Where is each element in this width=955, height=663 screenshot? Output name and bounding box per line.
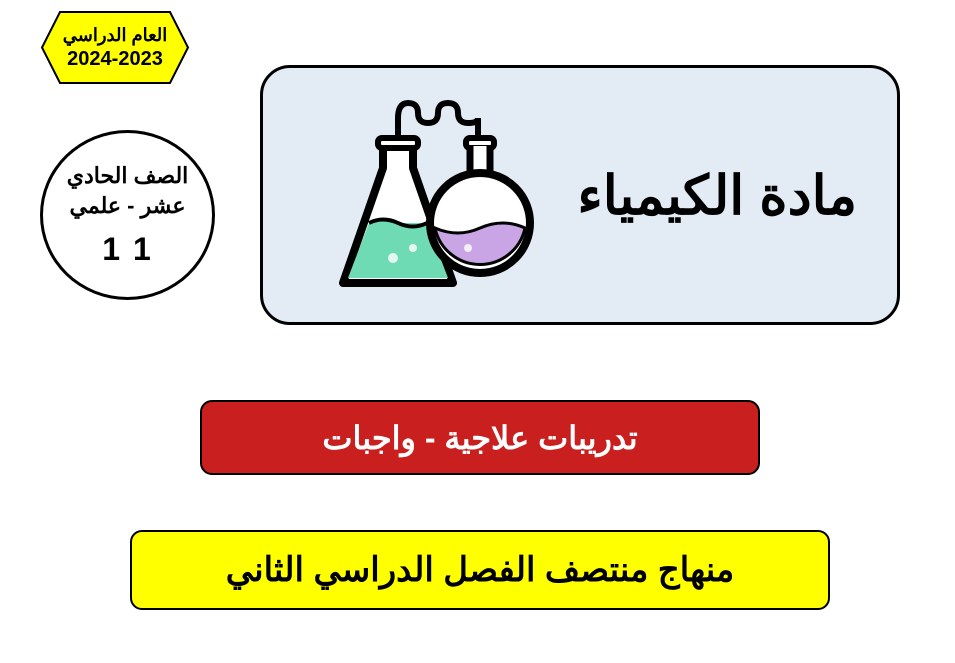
grade-line2: عشر - علمي — [70, 193, 186, 219]
subject-title: مادة الكيمياء — [577, 164, 857, 227]
red-banner: تدريبات علاجية - واجبات — [200, 400, 760, 475]
year-badge: العام الدراسي 2024-2023 — [40, 10, 190, 85]
red-banner-text: تدريبات علاجية - واجبات — [322, 419, 637, 457]
subject-panel: مادة الكيمياء — [260, 65, 900, 325]
grade-number: 1 1 — [102, 231, 152, 268]
grade-ellipse: الصف الحادي عشر - علمي 1 1 — [40, 130, 215, 300]
yellow-banner-text: منهاج منتصف الفصل الدراسي الثاني — [226, 550, 734, 590]
chemistry-flasks-icon — [293, 88, 553, 308]
grade-line1: الصف الحادي — [67, 163, 189, 189]
yellow-banner: منهاج منتصف الفصل الدراسي الثاني — [130, 530, 830, 610]
year-value: 2024-2023 — [67, 48, 163, 71]
year-label: العام الدراسي — [63, 25, 168, 46]
